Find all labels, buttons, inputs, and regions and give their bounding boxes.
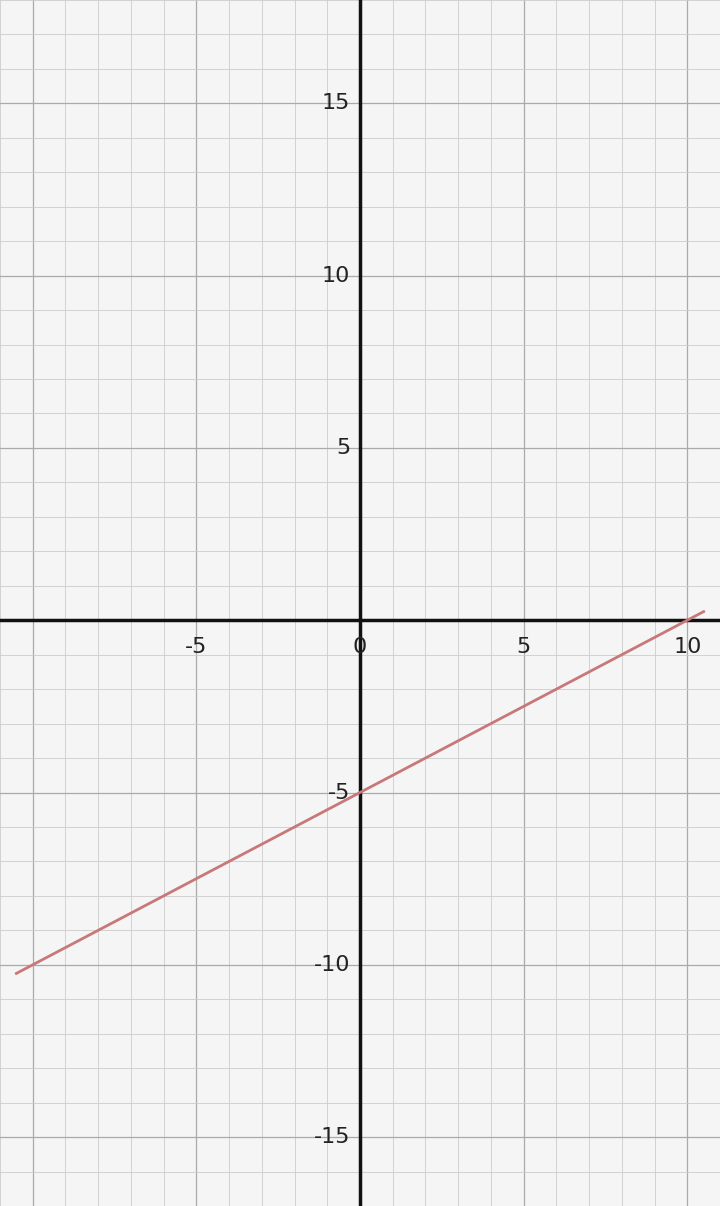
Text: -5: -5 — [328, 783, 350, 802]
Text: 15: 15 — [322, 93, 350, 113]
Text: 0: 0 — [353, 638, 367, 657]
Text: -5: -5 — [185, 638, 207, 657]
Text: 10: 10 — [673, 638, 701, 657]
Text: -15: -15 — [314, 1128, 350, 1147]
Text: 5: 5 — [336, 438, 350, 458]
Text: -10: -10 — [314, 955, 350, 974]
Text: 5: 5 — [516, 638, 531, 657]
Text: 10: 10 — [322, 265, 350, 286]
